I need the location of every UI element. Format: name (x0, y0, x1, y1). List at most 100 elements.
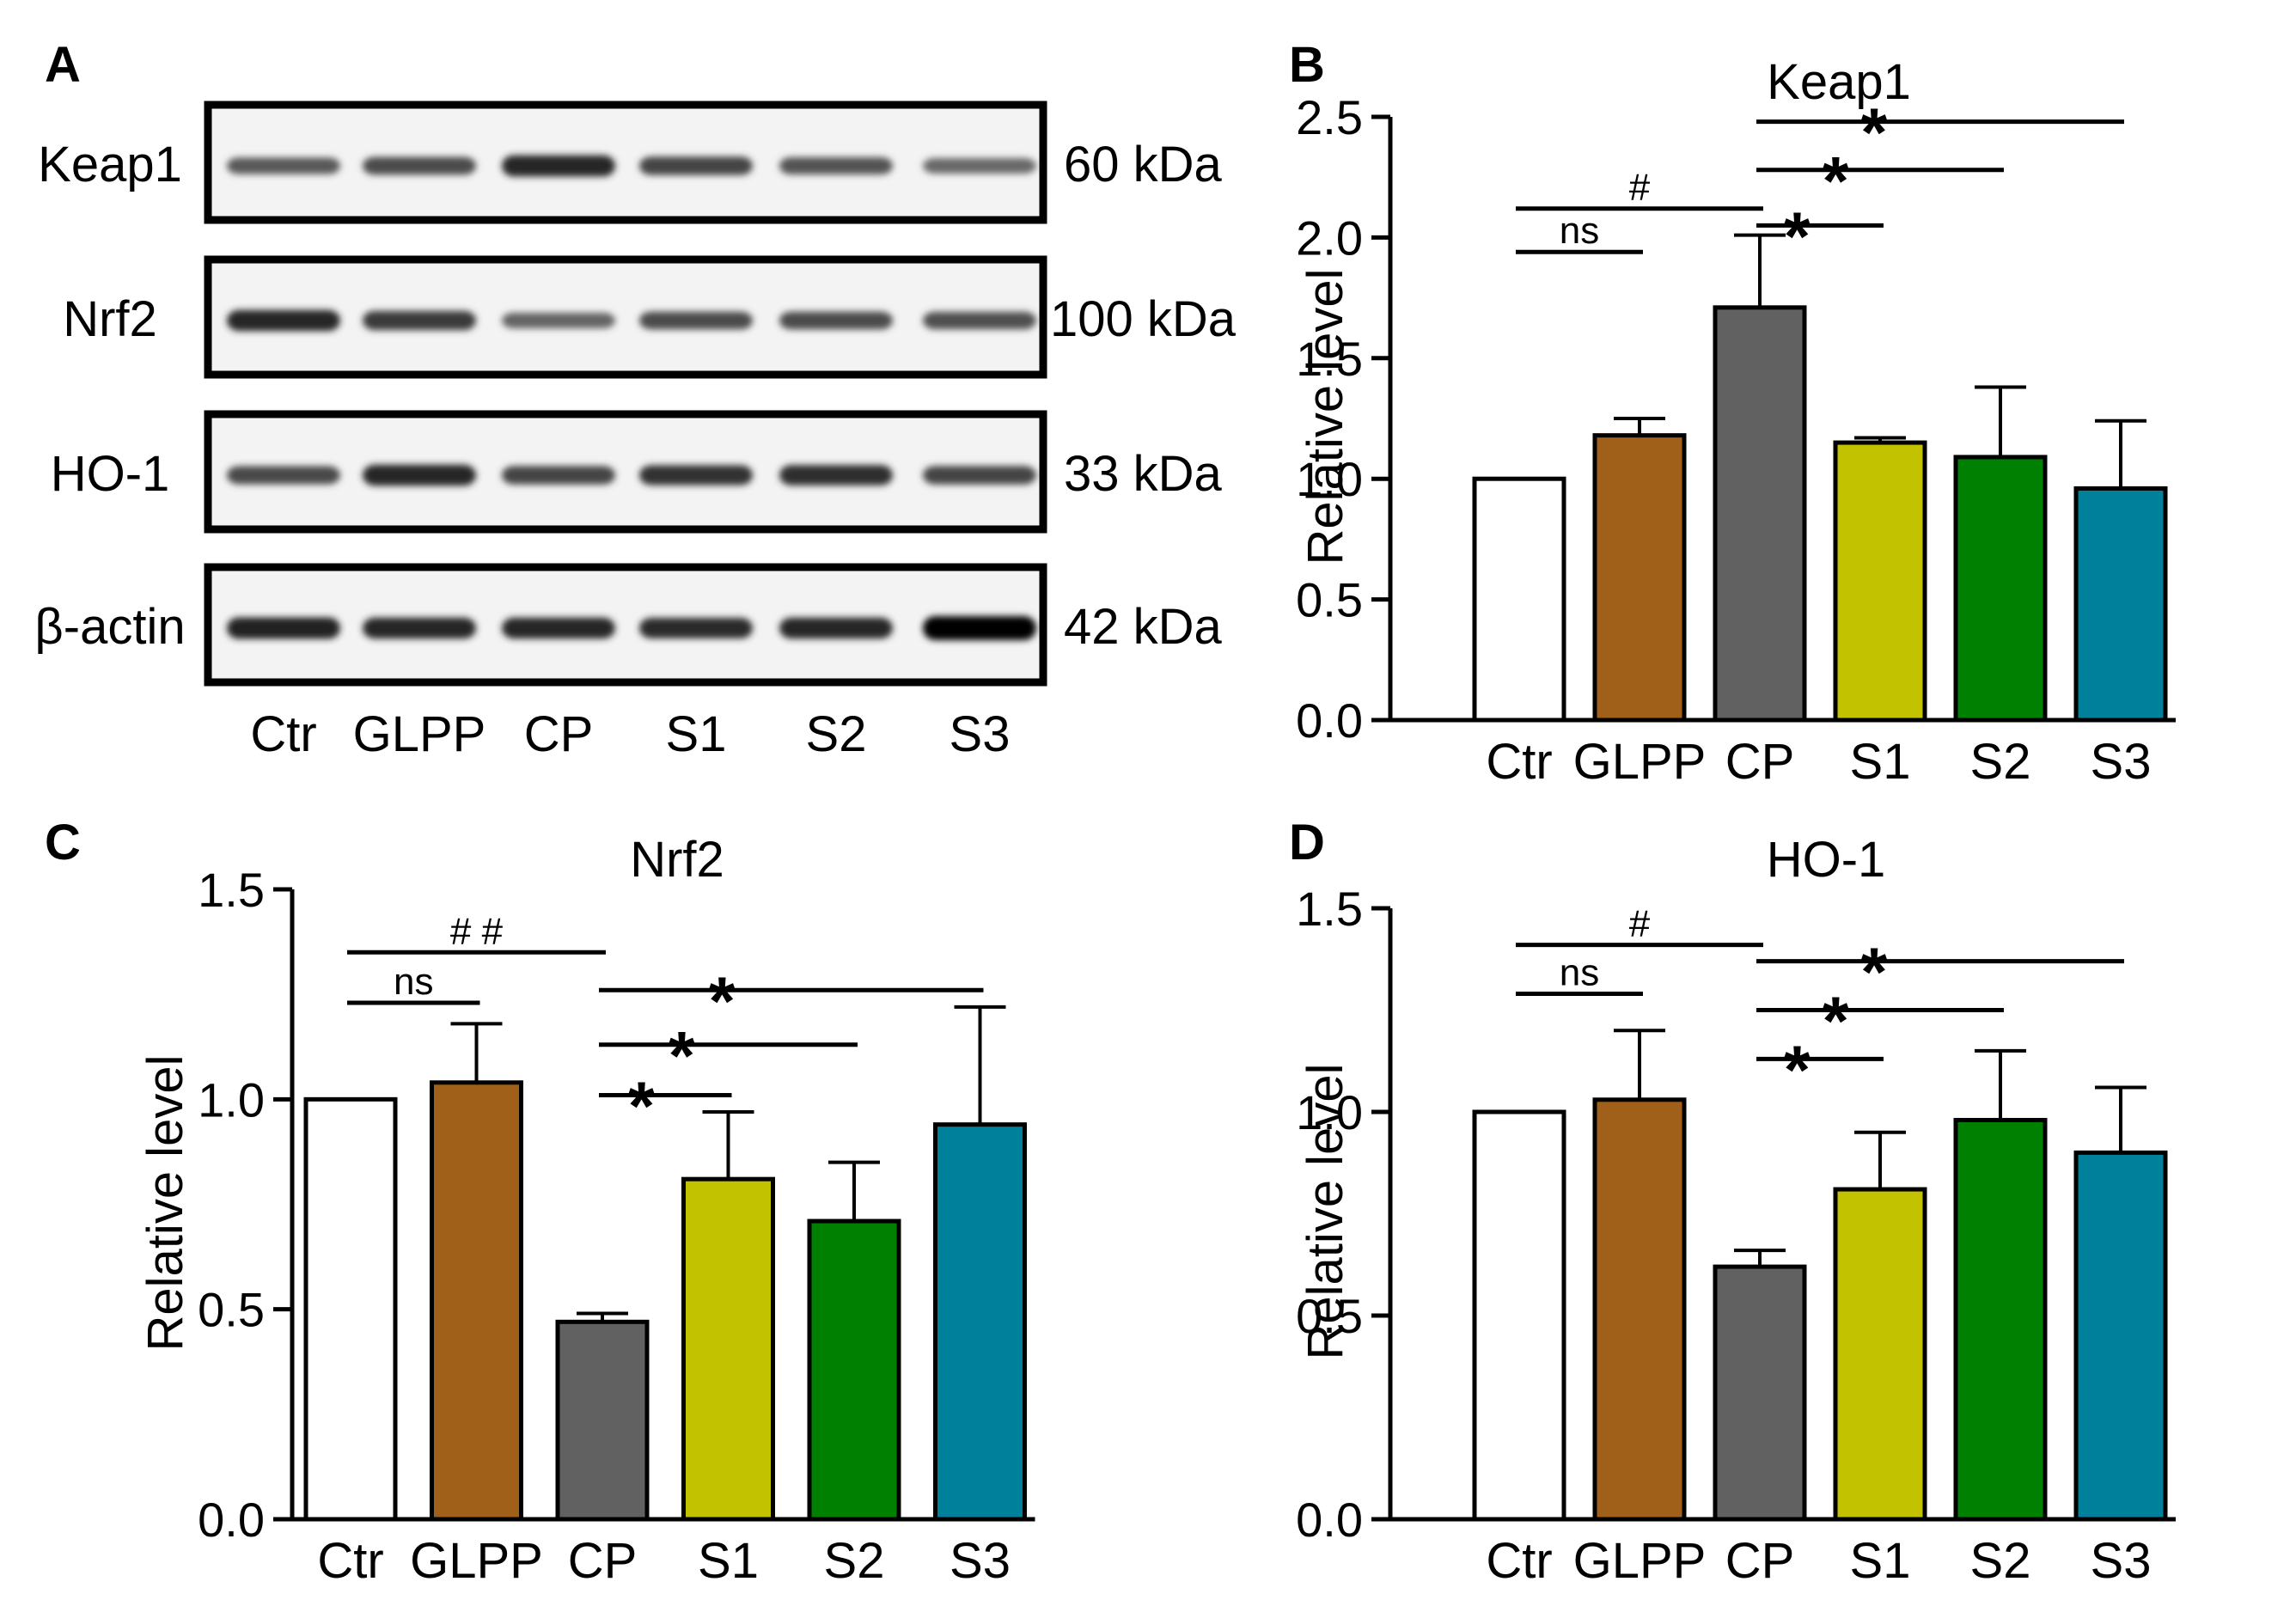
band-actin-s2 (779, 617, 893, 639)
panel-b-bar-s2 (1953, 455, 2048, 723)
band-nrf2-s1 (639, 311, 753, 330)
panel-b-bar-s1 (1833, 440, 1927, 723)
panel-label-c: C (45, 815, 81, 870)
panel-c-significance-mark-3: * (669, 1017, 696, 1094)
panel-c-y-axis-label: Relative level (137, 1055, 193, 1352)
size-label-nrf2: 100 kDa (1050, 291, 1237, 347)
panel-c-nrf2-chart: C Nrf2 Relative level 0.0 0.5 1.0 1.5 Ctr GLPP CP… (45, 815, 1035, 1589)
band-nrf2-s3 (923, 311, 1036, 330)
band-ho-1-cp (502, 466, 615, 485)
panel-d-significance-mark-3: * (1823, 983, 1850, 1060)
lane-label-glpp: GLPP (353, 706, 486, 762)
panel-b-significance-mark-2: * (1784, 198, 1811, 274)
band-ho-1-s2 (779, 465, 893, 485)
band-actin-s3 (923, 616, 1036, 640)
panel-d-ho1-chart: D HO-1 Relative level 0.0 0.5 1.0 1.5 Ctr GLPP CP… (1289, 815, 2176, 1589)
panel-c-chart-title: Nrf2 (630, 832, 724, 888)
panel-d-x-tick-label-s2: S2 (1970, 1533, 2031, 1589)
protein-label-nrf2: Nrf2 (63, 291, 157, 347)
panel-d-y-tick-label: 0.5 (1296, 1289, 1363, 1343)
panel-d-bar-glpp (1592, 1097, 1687, 1522)
lane-label-s3: S3 (950, 706, 1011, 762)
band-actin-glpp (363, 617, 476, 639)
panel-b-bar-cp (1713, 305, 1807, 723)
panel-c-bar-s1 (681, 1176, 775, 1522)
size-label-keap1: 60 kDa (1064, 137, 1223, 192)
panel-c-x-tick-label-ctr: Ctr (317, 1533, 383, 1589)
panel-c-x-tick-label-s3: S3 (950, 1533, 1011, 1589)
protein-label-ho-1: HO-1 (51, 446, 170, 502)
band-actin-s1 (639, 617, 753, 639)
panel-b-significance-mark-3: * (1823, 143, 1850, 219)
panel-b-y-tick-label: 0.0 (1296, 693, 1363, 748)
panel-c-bar-s3 (933, 1122, 1027, 1522)
panel-d-x-tick-label-s3: S3 (2091, 1533, 2152, 1589)
panel-d-x-tick-label-ctr: Ctr (1486, 1533, 1552, 1589)
panel-b-keap1-chart: B Keap1 Relative level 0.0 0.5 1.0 1.5 2.0 2.5 Ct… (1289, 37, 2176, 790)
panel-c-significance-mark-2: * (628, 1067, 656, 1144)
panel-b-y-tick-label: 2.5 (1296, 90, 1363, 144)
panel-b-bar-s3 (2073, 485, 2168, 723)
panel-c-x-tick-label-s1: S1 (698, 1533, 759, 1589)
band-nrf2-cp (502, 312, 615, 329)
panel-b-bar-glpp (1592, 433, 1687, 723)
panel-c-bar-glpp (430, 1080, 523, 1522)
panel-label-d: D (1289, 815, 1325, 870)
panel-c-bar-s2 (807, 1218, 901, 1522)
panel-d-chart-title: HO-1 (1767, 832, 1886, 888)
band-nrf2-ctr (227, 309, 340, 332)
lane-label-ctr: Ctr (250, 706, 316, 762)
panel-c-y-tick-label: 0.5 (198, 1283, 265, 1337)
panel-d-y-tick-label: 0.0 (1296, 1493, 1363, 1547)
band-keap1-cp (502, 155, 615, 177)
panel-b-x-tick-label-s2: S2 (1970, 734, 2031, 790)
panel-b-x-tick-label-s3: S3 (2091, 734, 2152, 790)
panel-d-significance-mark-1: # (1629, 903, 1651, 945)
band-ho-1-s1 (639, 465, 753, 485)
panel-c-x-tick-label-glpp: GLPP (410, 1533, 543, 1589)
band-actin-ctr (227, 617, 340, 639)
panel-d-y-tick-label: 1.5 (1296, 882, 1363, 936)
size-label-ho-1: 33 kDa (1064, 446, 1223, 502)
panel-d-bar-s3 (2073, 1150, 2168, 1522)
band-actin-cp (502, 617, 615, 639)
panel-c-y-tick-label: 1.5 (198, 863, 265, 917)
panel-d-y-axis-label: Relative level (1298, 1064, 1353, 1360)
band-keap1-glpp (363, 156, 476, 175)
panel-b-x-tick-label-ctr: Ctr (1486, 734, 1552, 790)
panel-d-bar-s2 (1953, 1117, 2048, 1522)
panel-b-y-axis-label: Relative level (1298, 269, 1353, 565)
lane-label-s2: S2 (806, 706, 867, 762)
panel-b-chart-title: Keap1 (1767, 54, 1911, 110)
panel-c-y-tick-label: 1.0 (198, 1072, 265, 1127)
panel-b-y-tick-label: 1.0 (1296, 452, 1363, 506)
band-ho-1-s3 (923, 466, 1036, 485)
blot-frame-nrf2 (204, 255, 1047, 379)
panel-c-x-tick-label-s2: S2 (824, 1533, 885, 1589)
panel-b-y-tick-label: 2.0 (1296, 211, 1363, 265)
panel-d-bar-cp (1713, 1264, 1807, 1522)
band-keap1-s2 (779, 156, 893, 175)
panel-b-significance-mark-4: * (1860, 95, 1888, 171)
panel-c-significance-mark-1: # # (450, 910, 504, 952)
panel-b-significance-mark-0: ns (1560, 210, 1599, 252)
panel-d-significance-mark-4: * (1860, 934, 1888, 1011)
blot-frame-keap1 (204, 101, 1047, 224)
panel-d-bar-s1 (1833, 1187, 1927, 1522)
protein-label-keap1: Keap1 (38, 137, 182, 192)
panel-b-x-tick-label-cp: CP (1725, 734, 1795, 790)
panel-c-bar-ctr (303, 1096, 398, 1522)
band-nrf2-s2 (779, 311, 893, 330)
panel-b-y-tick-label: 1.5 (1296, 332, 1363, 386)
panel-label-b: B (1289, 37, 1325, 93)
panel-b-significance-mark-1: # (1629, 167, 1651, 209)
band-keap1-s1 (639, 156, 753, 175)
panel-d-x-tick-label-s1: S1 (1850, 1533, 1911, 1589)
panel-c-significance-mark-4: * (709, 962, 736, 1039)
protein-label-actin: β-actin (34, 599, 185, 655)
band-ho-1-ctr (227, 466, 340, 485)
panel-a-western-blot: A Keap1 60 kDa Nrf2 100 kDa HO-1 33 kDa β-actin… (34, 37, 1236, 762)
band-keap1-s3 (923, 158, 1036, 174)
panel-d-x-tick-label-glpp: GLPP (1573, 1533, 1707, 1589)
